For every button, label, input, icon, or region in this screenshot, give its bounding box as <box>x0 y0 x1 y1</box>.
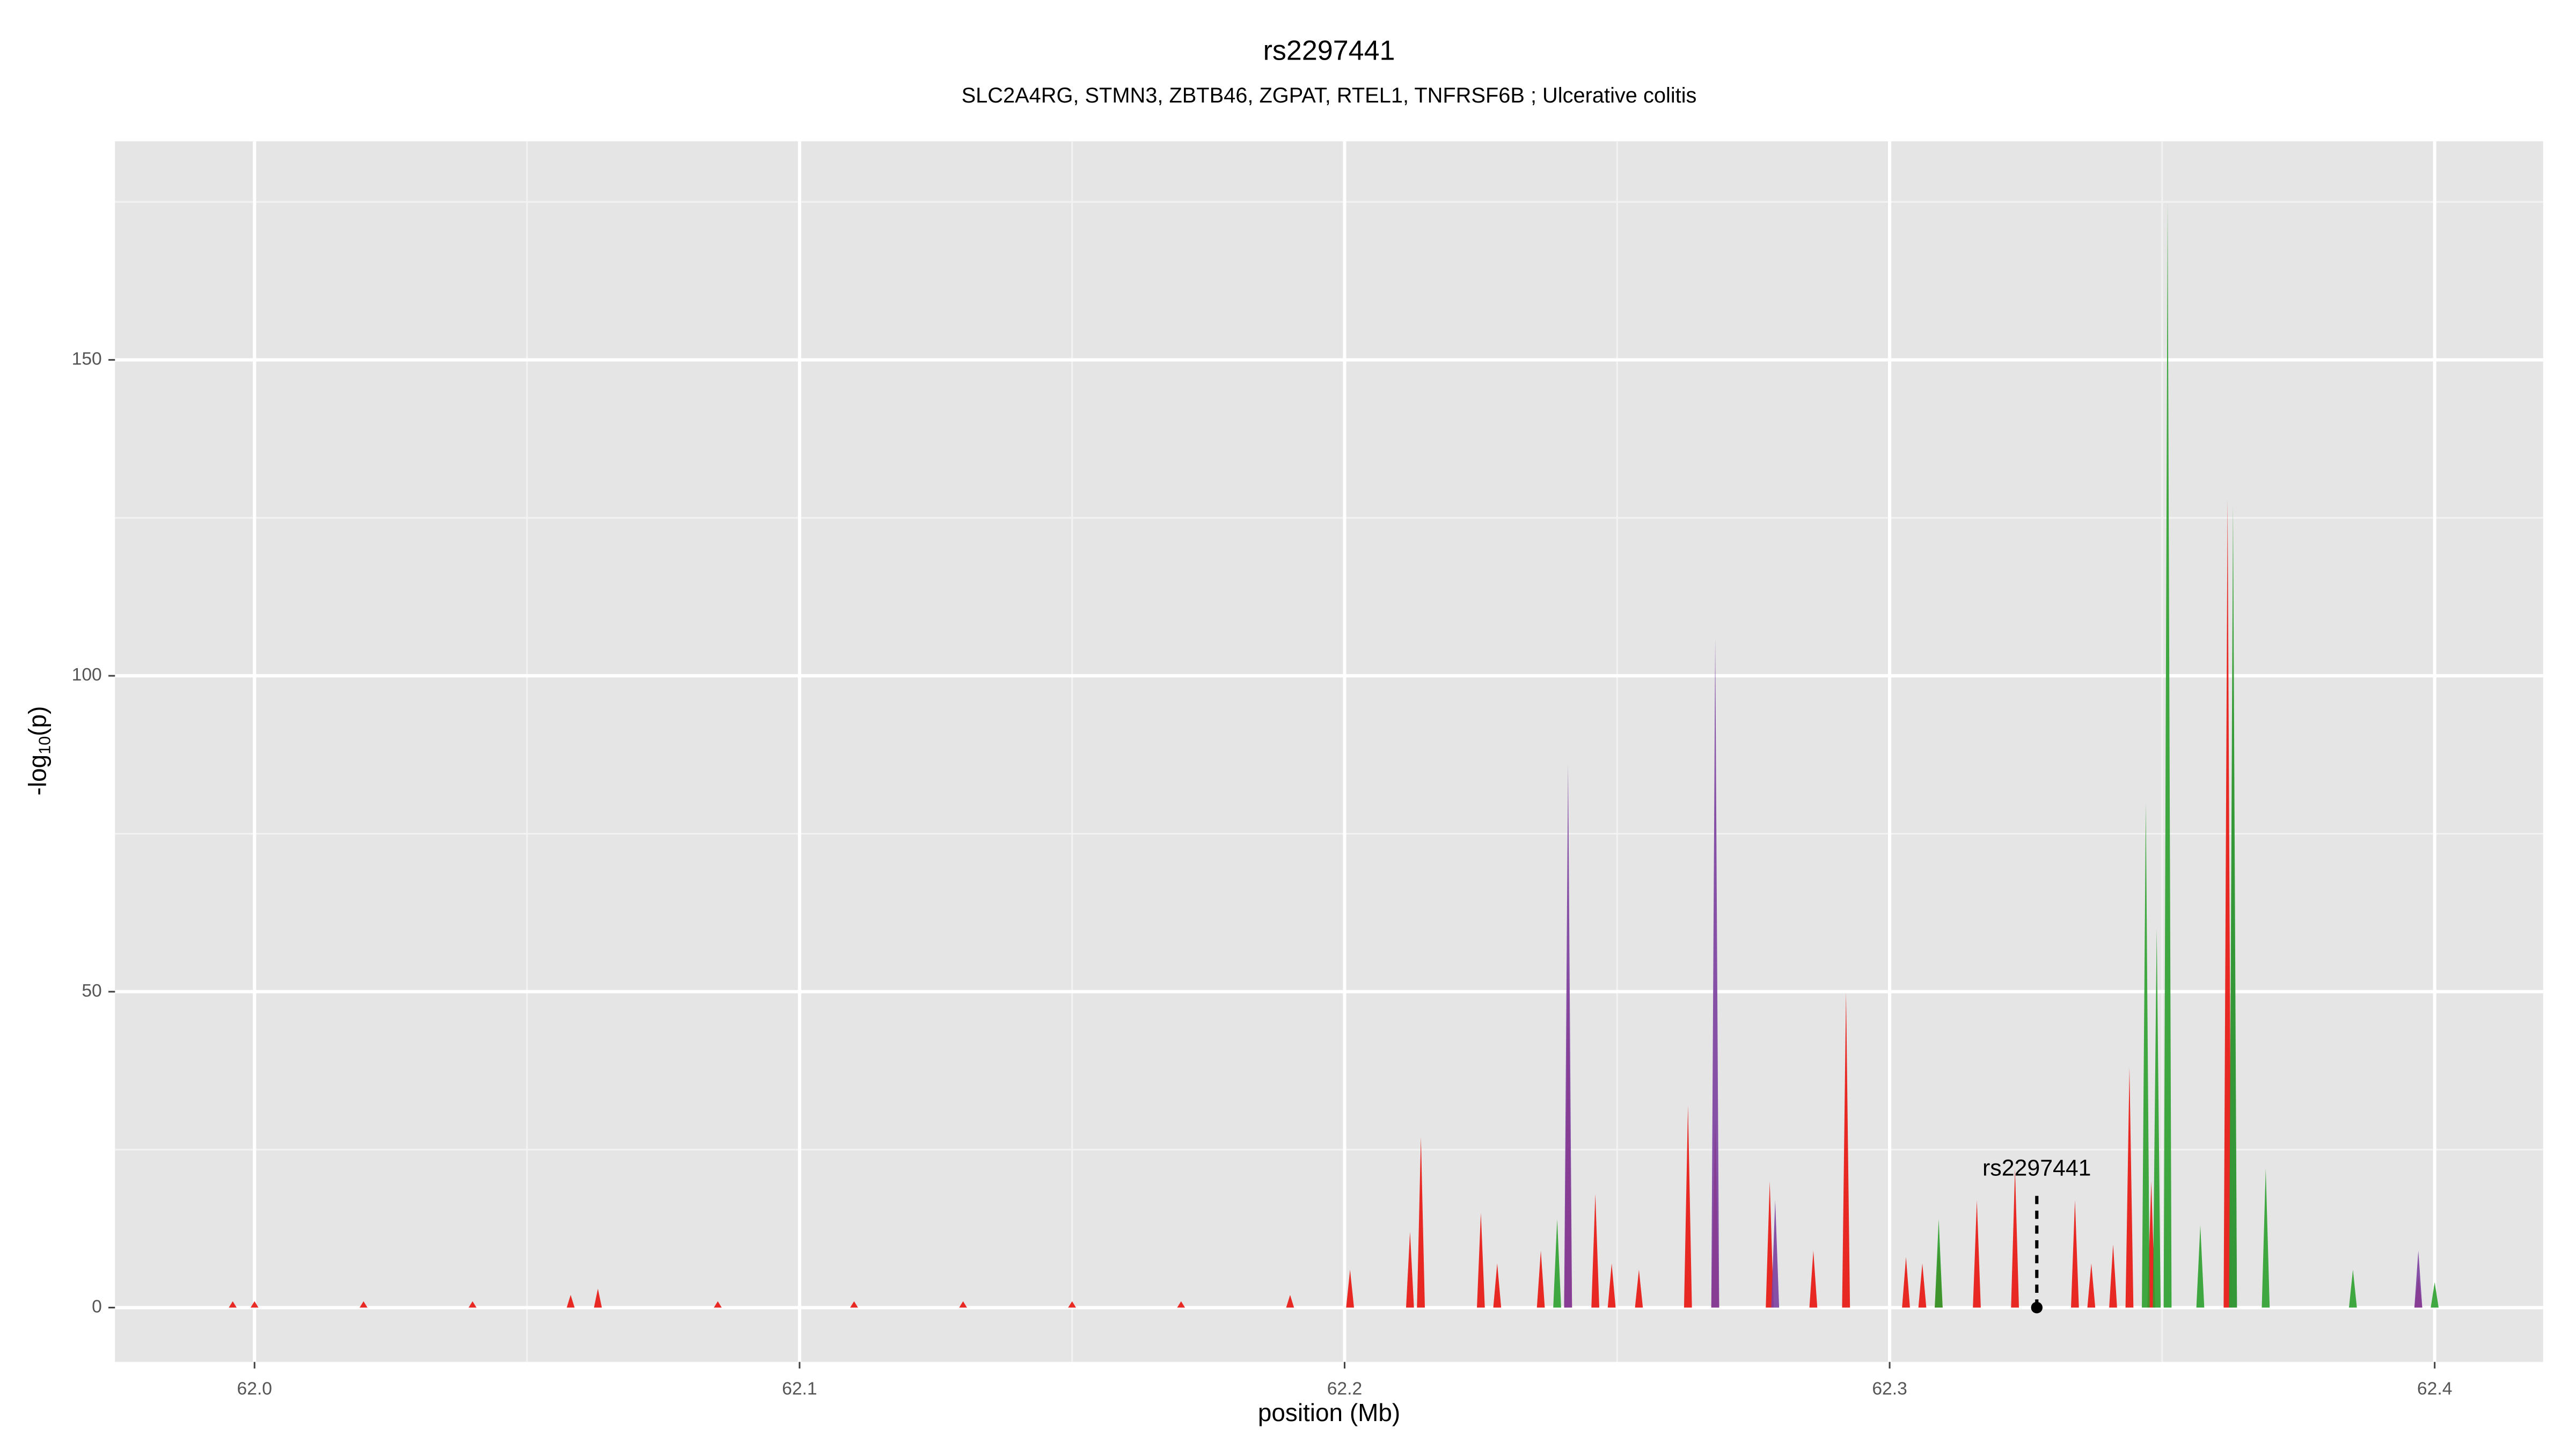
y-tick-label: 100 <box>72 665 102 685</box>
spike <box>2109 1244 2117 1308</box>
spike <box>1902 1257 1910 1308</box>
spike <box>2071 1200 2079 1308</box>
y-axis-title-part: -log <box>24 755 52 796</box>
x-tick-label: 62.4 <box>2417 1379 2453 1399</box>
spike <box>2348 1269 2357 1308</box>
spike <box>1286 1294 1294 1308</box>
spike <box>714 1301 722 1308</box>
plot-background <box>115 141 2543 1362</box>
spike <box>1493 1263 1502 1308</box>
spike <box>1346 1269 1354 1308</box>
spike <box>2163 202 2172 1308</box>
spike <box>1477 1212 1485 1308</box>
spike <box>1564 764 1572 1308</box>
y-axis-title-part: (p) <box>24 706 52 736</box>
y-tick-label: 50 <box>82 981 101 1001</box>
spike <box>2196 1225 2205 1308</box>
y-axis-title: -log10(p) <box>24 706 54 796</box>
spike <box>566 1294 575 1308</box>
spike <box>1553 1219 1561 1308</box>
spike <box>1536 1250 1545 1308</box>
spike <box>360 1301 368 1308</box>
spike <box>469 1301 477 1308</box>
spike <box>1684 1105 1692 1308</box>
x-tick-label: 62.3 <box>1872 1379 1907 1399</box>
spike <box>1973 1200 1981 1308</box>
spike <box>2414 1250 2423 1308</box>
spike <box>2262 1168 2270 1308</box>
spike <box>1607 1263 1616 1308</box>
spike <box>1635 1269 1643 1308</box>
spike <box>2142 802 2150 1308</box>
spike <box>1809 1250 1818 1308</box>
chart-subtitle: SLC2A4RG, STMN3, ZBTB46, ZGPAT, RTEL1, T… <box>962 84 1697 107</box>
spike <box>1935 1219 1943 1308</box>
spike <box>1177 1301 1185 1308</box>
spike <box>1842 991 1850 1308</box>
spike <box>2431 1282 2439 1308</box>
spike <box>1766 1181 1774 1308</box>
y-tick-label: 150 <box>72 349 102 369</box>
spike <box>1918 1263 1927 1308</box>
spike <box>229 1301 237 1308</box>
spike <box>1591 1194 1599 1308</box>
spike <box>2153 928 2161 1308</box>
x-axis-title: position (Mb) <box>1258 1399 1400 1426</box>
annotation-label: rs2297441 <box>1982 1155 2091 1181</box>
spike <box>1771 1200 1780 1308</box>
chart-title: rs2297441 <box>1263 35 1395 67</box>
spike <box>2087 1263 2096 1308</box>
spike <box>1406 1232 1414 1308</box>
spike <box>850 1301 858 1308</box>
x-tick-label: 62.0 <box>237 1379 273 1399</box>
spike <box>1711 638 1719 1308</box>
spike <box>2125 1067 2134 1308</box>
x-tick-label: 62.1 <box>782 1379 817 1399</box>
spike <box>250 1301 259 1308</box>
y-tick-label: 0 <box>92 1297 102 1316</box>
spike <box>2223 499 2232 1308</box>
spike <box>1068 1301 1077 1308</box>
spike <box>2011 1168 2019 1308</box>
y-axis-title-sub: 10 <box>36 736 54 755</box>
spike <box>594 1289 602 1308</box>
annotation-point <box>2031 1301 2043 1314</box>
spike <box>2229 505 2237 1308</box>
spike <box>959 1301 967 1308</box>
x-tick-label: 62.2 <box>1327 1379 1363 1399</box>
spike <box>1417 1137 1425 1308</box>
